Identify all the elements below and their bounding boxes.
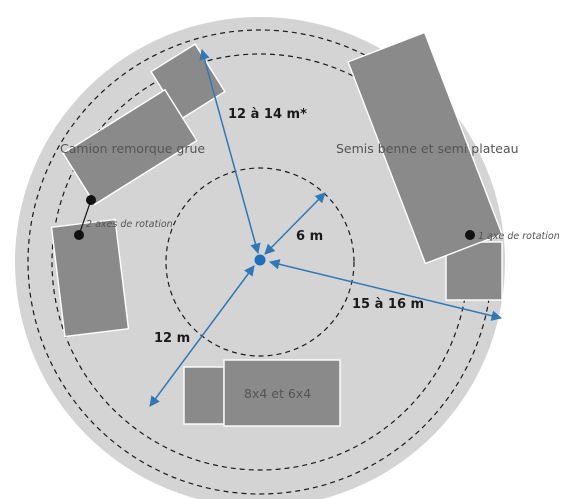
small-truck-cab — [183, 366, 225, 425]
dimension-6m: 6 m — [296, 229, 323, 244]
rotation-axis-dot-1 — [86, 195, 96, 205]
arrow-15-16m — [268, 259, 503, 321]
hitch-link — [78, 199, 92, 236]
small-truck-label: 8x4 et 6x4 — [244, 386, 311, 401]
dimension-15-16m: 15 à 16 m — [352, 297, 424, 312]
center-point — [254, 254, 266, 266]
rotation-axis-dot-2 — [74, 230, 84, 240]
dimension-12-14m: 12 à 14 m* — [228, 107, 307, 122]
semi-trailer-body — [347, 31, 503, 265]
crane-truck-body — [62, 88, 198, 206]
semi-truck-label: Semis benne et semi plateau — [336, 141, 519, 156]
arrow-12-14m — [199, 48, 261, 255]
arrow-6m — [264, 192, 326, 255]
rotation-axis-dot-3 — [465, 230, 475, 240]
dimension-12m: 12 m — [154, 331, 190, 346]
one-axe-label: 1 axe de rotation — [478, 231, 560, 242]
two-axes-label: 2 axes de rotation — [86, 219, 173, 230]
crane-truck-label: Camion remorque grue — [60, 141, 205, 156]
arrow-12m — [149, 265, 255, 407]
crane-trailer — [50, 218, 130, 338]
